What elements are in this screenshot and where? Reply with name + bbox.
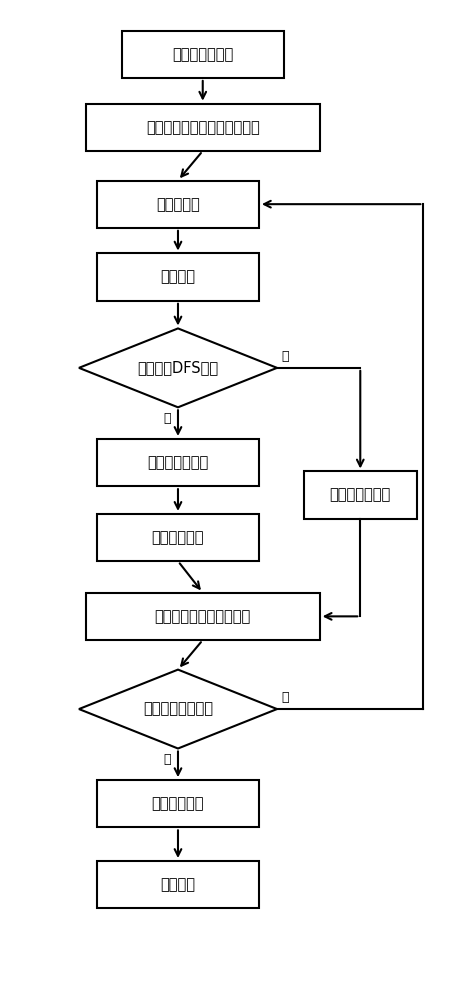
- Text: 否: 否: [281, 691, 288, 704]
- FancyBboxPatch shape: [303, 471, 416, 519]
- FancyBboxPatch shape: [97, 439, 258, 486]
- FancyBboxPatch shape: [97, 514, 258, 561]
- Text: 输出仿真结果: 输出仿真结果: [151, 796, 204, 811]
- Text: 统计当前抓拍的仿真结果: 统计当前抓拍的仿真结果: [154, 609, 250, 624]
- FancyBboxPatch shape: [86, 104, 319, 151]
- FancyBboxPatch shape: [97, 253, 258, 301]
- Text: 初始化系统参数: 初始化系统参数: [172, 47, 233, 62]
- Text: 计算路损: 计算路损: [160, 270, 195, 285]
- FancyBboxPatch shape: [121, 31, 283, 78]
- Text: 计算功率、干扰: 计算功率、干扰: [329, 488, 390, 503]
- FancyBboxPatch shape: [97, 780, 258, 827]
- FancyBboxPatch shape: [97, 861, 258, 908]
- Text: 初始化隔离度和网络拓扑结构: 初始化隔离度和网络拓扑结构: [145, 120, 259, 135]
- Polygon shape: [79, 670, 276, 748]
- Text: 用户初始化: 用户初始化: [156, 197, 200, 212]
- Text: 否: 否: [281, 350, 288, 363]
- FancyBboxPatch shape: [86, 593, 319, 640]
- Polygon shape: [79, 328, 276, 407]
- Text: 仿真结束: 仿真结束: [160, 877, 195, 892]
- Text: 是: 是: [163, 753, 170, 766]
- Text: 是否使用DFS技术: 是否使用DFS技术: [137, 360, 218, 375]
- Text: 是: 是: [163, 412, 170, 425]
- FancyBboxPatch shape: [97, 180, 258, 228]
- Text: 是否达到抓拍次数: 是否达到抓拍次数: [143, 702, 213, 717]
- Text: 计算功率、干扰: 计算功率、干扰: [147, 455, 208, 470]
- Text: 用户功率控制: 用户功率控制: [151, 530, 204, 545]
